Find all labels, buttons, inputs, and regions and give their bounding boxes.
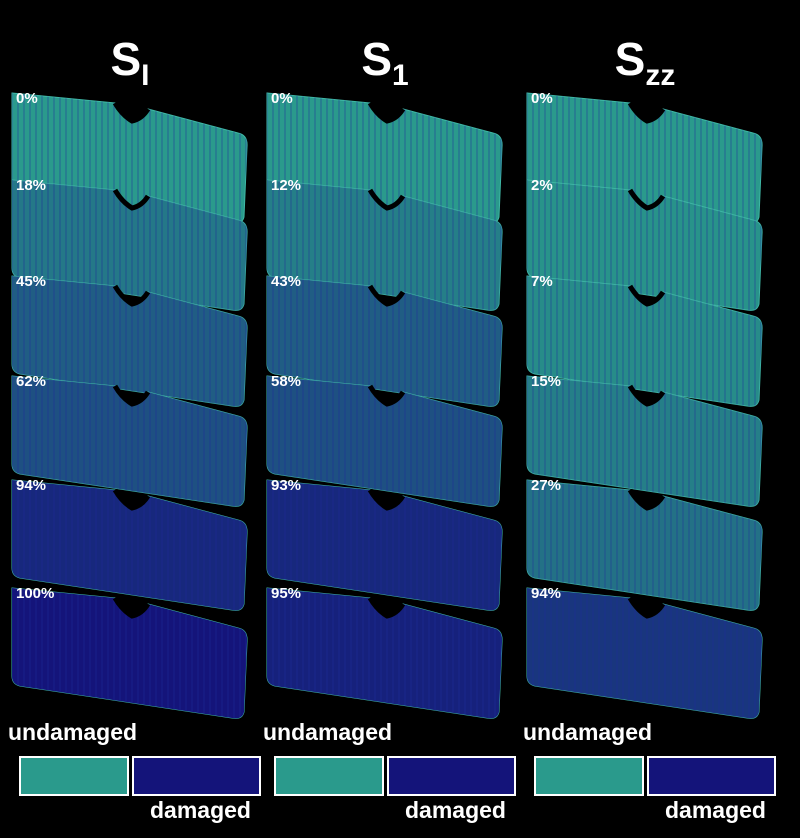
specimen-edge: [627, 596, 666, 619]
column: Szz 0% 2% 7% 15% 27% 94% undamaged damaged: [523, 33, 776, 823]
stage-label: 7%: [531, 273, 553, 290]
legend-swatch-undamaged: [534, 756, 644, 796]
specimen-texture: [527, 588, 763, 719]
stage-label: 12%: [271, 177, 301, 194]
legend-damaged: damaged: [150, 797, 251, 823]
specimen-texture: [267, 480, 503, 611]
stage-label: 58%: [271, 373, 301, 390]
specimen: [266, 375, 503, 507]
specimen: [526, 587, 763, 719]
specimen-edge: [627, 101, 666, 124]
stage-label: 43%: [271, 273, 301, 290]
specimen-edge: [627, 284, 666, 307]
specimen-texture: [12, 180, 248, 311]
specimen-edge: [367, 188, 406, 211]
title-symbol: S: [110, 33, 141, 85]
title-subscript: zz: [645, 59, 675, 92]
specimen: [11, 275, 248, 407]
stage-label: 62%: [16, 373, 46, 390]
specimen-texture: [527, 376, 763, 507]
legend-undamaged: undamaged: [8, 719, 137, 745]
specimen-texture: [527, 276, 763, 407]
specimen-texture: [527, 180, 763, 311]
specimen: [11, 375, 248, 507]
specimen-edge: [367, 101, 406, 124]
specimen: [11, 479, 248, 611]
stage-label: 95%: [271, 585, 301, 602]
specimen: [266, 587, 503, 719]
stage-label: 2%: [531, 177, 553, 194]
stage-label: 45%: [16, 273, 46, 290]
specimen: [11, 179, 248, 311]
specimen-texture: [267, 376, 503, 507]
column-title: SI: [110, 33, 149, 92]
stage-label: 94%: [531, 585, 561, 602]
specimen-texture: [267, 276, 503, 407]
legend-damaged: damaged: [405, 797, 506, 823]
specimen: [266, 479, 503, 611]
specimen-texture: [267, 180, 503, 311]
column-title: Szz: [615, 33, 676, 92]
specimen-edge: [112, 284, 151, 307]
specimen-texture: [527, 480, 763, 611]
specimen-edge: [112, 101, 151, 124]
specimen: [526, 479, 763, 611]
legend-swatch-undamaged: [19, 756, 129, 796]
title-symbol: S: [615, 33, 646, 85]
specimen-texture: [12, 588, 248, 719]
stage-label: 93%: [271, 477, 301, 494]
column: S1 0% 12% 43% 58% 93% 95% undamaged damaged: [263, 33, 516, 823]
specimen-edge: [367, 488, 406, 511]
specimen-texture: [12, 376, 248, 507]
stage-label: 18%: [16, 177, 46, 194]
legend-swatch-damaged: [132, 756, 261, 796]
specimen: [526, 375, 763, 507]
title-symbol: S: [361, 33, 392, 85]
specimen-edge: [112, 188, 151, 211]
legend-damaged: damaged: [665, 797, 766, 823]
specimen-edge: [112, 488, 151, 511]
stage-label: 0%: [271, 90, 293, 107]
specimen: [266, 179, 503, 311]
specimen-edge: [627, 384, 666, 407]
specimen-edge: [112, 596, 151, 619]
specimen-edge: [367, 596, 406, 619]
stage-label: 94%: [16, 477, 46, 494]
specimen: [11, 587, 248, 719]
specimen-edge: [627, 488, 666, 511]
title-subscript: I: [141, 59, 149, 92]
stage-label: 15%: [531, 373, 561, 390]
legend-undamaged: undamaged: [523, 719, 652, 745]
column: SI 0% 18% 45% 62% 94% 100% undamaged damaged: [8, 33, 261, 823]
stage-label: 0%: [531, 90, 553, 107]
title-subscript: 1: [392, 59, 409, 92]
specimen-texture: [12, 480, 248, 611]
specimen-texture: [12, 276, 248, 407]
legend-swatch-undamaged: [274, 756, 384, 796]
column-title: S1: [361, 33, 408, 92]
specimen: [526, 275, 763, 407]
specimen: [526, 179, 763, 311]
legend-swatch-damaged: [647, 756, 776, 796]
specimen-edge: [367, 384, 406, 407]
stage-label: 0%: [16, 90, 38, 107]
specimen: [266, 275, 503, 407]
specimen-texture: [267, 588, 503, 719]
stage-label: 100%: [16, 585, 54, 602]
legend-undamaged: undamaged: [263, 719, 392, 745]
specimen-edge: [367, 284, 406, 307]
specimen-edge: [112, 384, 151, 407]
stage-label: 27%: [531, 477, 561, 494]
specimen-edge: [627, 188, 666, 211]
legend-swatch-damaged: [387, 756, 516, 796]
